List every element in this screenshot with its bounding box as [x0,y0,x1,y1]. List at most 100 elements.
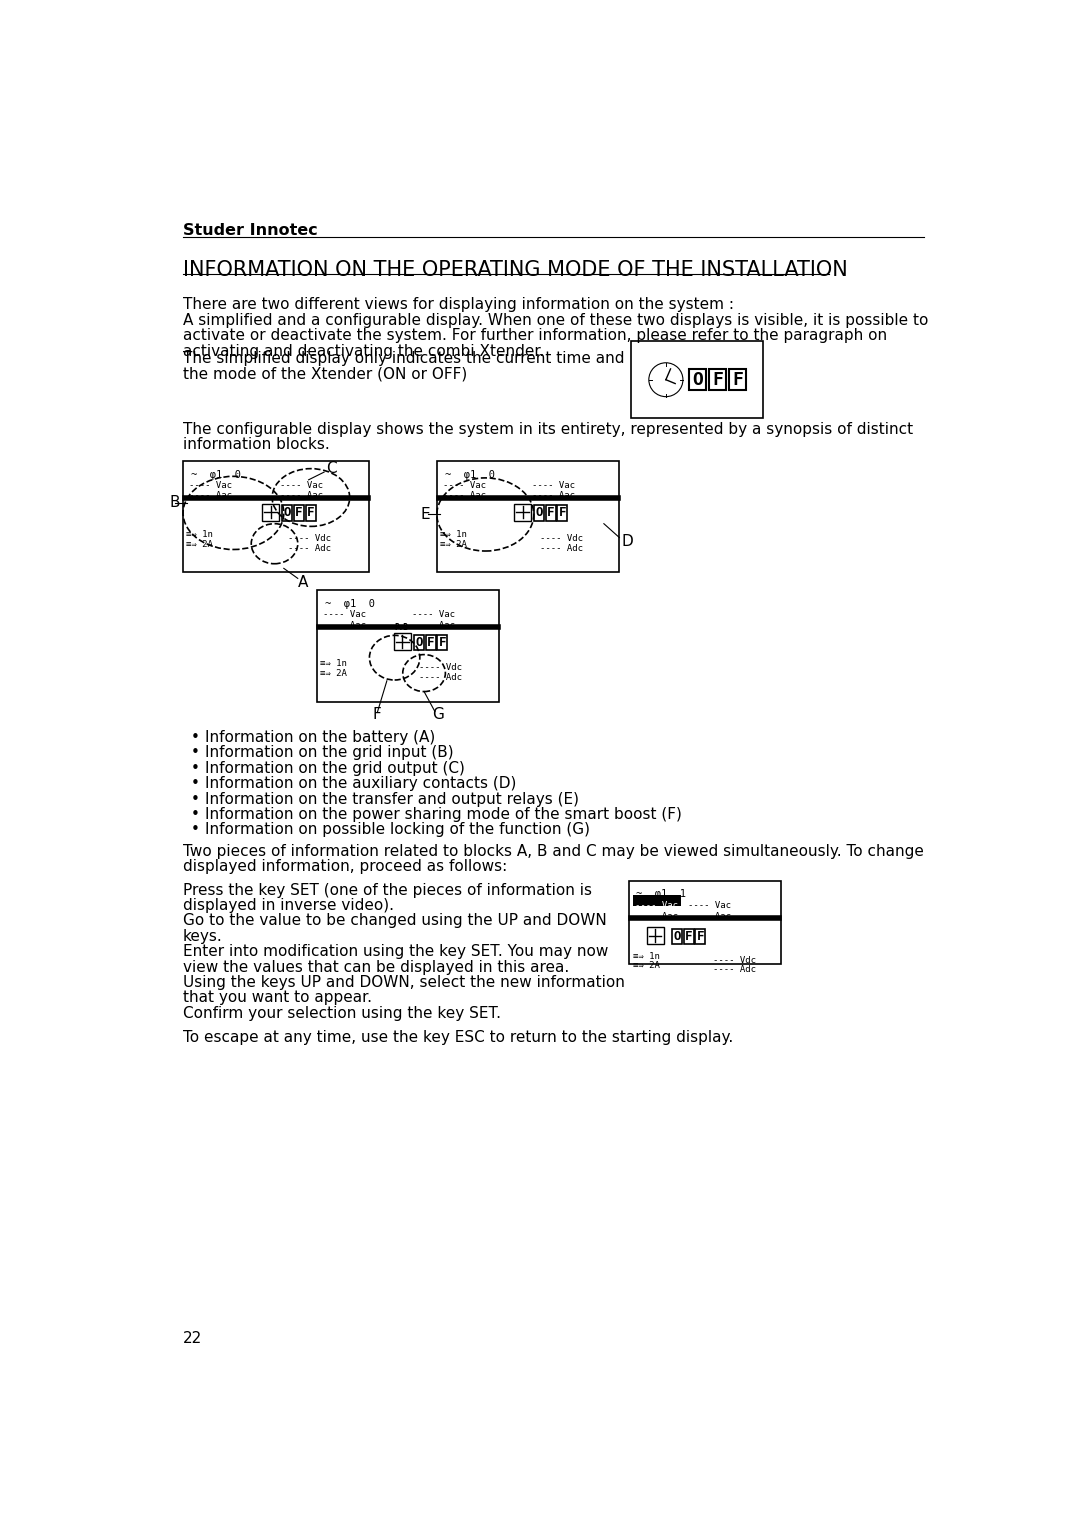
Text: O: O [284,506,291,520]
Bar [183,460,369,571]
Text: Using the keys UP and DOWN, select the new information: Using the keys UP and DOWN, select the n… [183,975,625,990]
Text: F: F [295,506,302,520]
Bar [437,460,619,571]
Text: F: F [373,707,381,723]
Text: ≡⇒ 1n: ≡⇒ 1n [321,659,347,668]
Text: displayed information, proceed as follows:: displayed information, proceed as follow… [183,859,508,874]
Text: Information on the grid input (B): Information on the grid input (B) [205,746,454,761]
Bar [426,634,435,649]
Text: ---- Aac: ---- Aac [635,912,678,921]
Text: Studer Innotec: Studer Innotec [183,223,318,238]
Text: ~  φ1  0: ~ φ1 0 [191,469,241,480]
Text: To escape at any time, use the key ESC to return to the starting display.: To escape at any time, use the key ESC t… [183,1030,733,1045]
Text: ~  φ1  1: ~ φ1 1 [636,889,686,898]
Text: Confirm your selection using the key SET.: Confirm your selection using the key SET… [183,1005,501,1021]
Text: ---- Vac: ---- Vac [688,902,730,911]
Text: ---- Vdc: ---- Vdc [713,955,756,964]
Bar [630,882,781,964]
Text: ---- Aac: ---- Aac [323,620,366,630]
Text: C: C [326,461,337,475]
Text: Enter into modification using the key SET. You may now: Enter into modification using the key SE… [183,944,608,960]
Bar [306,506,315,521]
Text: activate or deactivate the system. For further information, please refer to the : activate or deactivate the system. For f… [183,329,887,344]
Text: The configurable display shows the system in its entirety, represented by a syno: The configurable display shows the syste… [183,422,914,437]
Text: There are two different views for displaying information on the system :: There are two different views for displa… [183,298,734,312]
Text: Information on the power sharing mode of the smart boost (F): Information on the power sharing mode of… [205,807,681,822]
Text: that you want to appear.: that you want to appear. [183,990,372,1005]
Bar [535,506,544,521]
Text: Information on the auxiliary contacts (D): Information on the auxiliary contacts (D… [205,776,516,792]
Bar [545,506,556,521]
Text: F: F [697,931,704,943]
Text: ---- Aac: ---- Aac [189,492,232,500]
Text: the mode of the Xtender (ON or OFF): the mode of the Xtender (ON or OFF) [183,367,468,382]
Text: ---- Aac: ---- Aac [688,912,730,921]
Text: ≡⇒ 2A: ≡⇒ 2A [321,669,347,678]
Bar [710,368,727,391]
Bar [262,504,279,521]
Text: ---- Adc: ---- Adc [287,544,330,553]
Text: ---- Vac: ---- Vac [635,902,678,911]
Text: •: • [191,730,200,746]
Bar [672,929,683,944]
Text: O: O [536,506,543,520]
Bar [318,590,499,701]
Text: P.B: P.B [394,622,408,631]
Text: ---- Vac: ---- Vac [444,481,486,489]
Text: E: E [420,507,430,523]
Text: •: • [191,746,200,761]
Text: ---- Adc: ---- Adc [419,672,462,681]
Text: •: • [191,807,200,822]
Text: Information on the battery (A): Information on the battery (A) [205,730,435,746]
Text: Two pieces of information related to blocks A, B and C may be viewed simultaneou: Two pieces of information related to blo… [183,843,923,859]
Text: F: F [558,506,566,520]
Bar [437,634,447,649]
Text: F: F [427,636,434,649]
Text: ---- Aac: ---- Aac [531,492,575,500]
Text: ≡⇒ 1n: ≡⇒ 1n [633,952,660,961]
Text: ≡⇒ 2A: ≡⇒ 2A [633,961,660,970]
Text: activating and deactivating the combi Xtender.: activating and deactivating the combi Xt… [183,344,544,359]
Text: ---- Vac: ---- Vac [411,610,455,619]
Text: The simplified display only indicates the current time and: The simplified display only indicates th… [183,351,624,367]
Bar [394,633,410,649]
Text: F: F [713,371,724,388]
Text: INFORMATION ON THE OPERATING MODE OF THE INSTALLATION: INFORMATION ON THE OPERATING MODE OF THE… [183,260,848,280]
Text: ---- Vac: ---- Vac [323,610,366,619]
Text: O: O [416,636,422,649]
Text: ---- Aac: ---- Aac [280,492,323,500]
Text: D: D [622,533,634,549]
Text: ---- Vdc: ---- Vdc [287,533,330,542]
Text: •: • [191,761,200,776]
Text: keys.: keys. [183,929,222,944]
Text: ---- Vdc: ---- Vdc [419,663,462,672]
Text: ---- Aac: ---- Aac [411,620,455,630]
Text: ---- Aac: ---- Aac [444,492,486,500]
Bar [684,929,693,944]
Text: ~  φ1  0: ~ φ1 0 [325,599,375,610]
Bar [696,929,705,944]
Bar [631,341,762,419]
Bar [282,506,293,521]
Text: F: F [438,636,446,649]
Text: ---- Vdc: ---- Vdc [540,533,582,542]
Text: F: F [307,506,314,520]
Text: ---- Vac: ---- Vac [189,481,232,489]
Text: ≡⇒ 2A: ≡⇒ 2A [186,539,213,549]
Text: view the values that can be displayed in this area.: view the values that can be displayed in… [183,960,569,975]
Text: ---- Adc: ---- Adc [540,544,582,553]
Text: •: • [191,822,200,837]
Text: O: O [673,931,680,943]
Text: •: • [191,792,200,807]
Text: Go to the value to be changed using the UP and DOWN: Go to the value to be changed using the … [183,914,607,929]
Text: ---- Adc: ---- Adc [713,964,756,973]
Text: •: • [191,776,200,792]
Text: ≡⇒ 1n: ≡⇒ 1n [186,530,213,539]
Text: O: O [692,371,703,388]
Text: ≡⇒ 1n: ≡⇒ 1n [441,530,468,539]
Bar [294,506,303,521]
Text: Information on the grid output (C): Information on the grid output (C) [205,761,464,776]
Text: Information on the transfer and output relays (E): Information on the transfer and output r… [205,792,579,807]
Text: ---- Vac: ---- Vac [280,481,323,489]
Text: 22: 22 [183,1331,202,1346]
